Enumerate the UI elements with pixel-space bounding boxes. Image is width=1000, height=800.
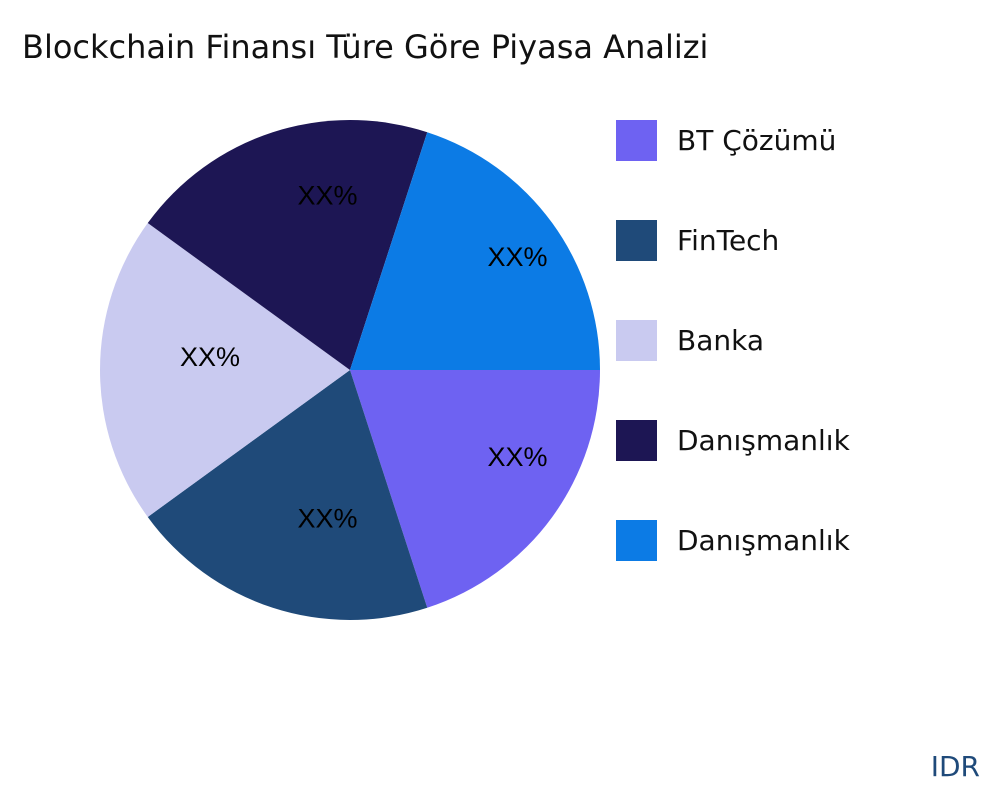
legend-label: FinTech <box>677 224 780 257</box>
pie-slice <box>147 120 428 370</box>
pie-slice <box>147 370 428 620</box>
legend-item: Danışmanlık <box>616 420 850 461</box>
pie-slice <box>100 223 350 517</box>
footer-brand: IDR <box>930 750 980 783</box>
slice-data-label: XX% <box>488 242 548 272</box>
legend-swatch <box>616 320 657 361</box>
legend-swatch <box>616 420 657 461</box>
legend-item: BT Çözümü <box>616 120 836 161</box>
legend-label: Banka <box>677 324 764 357</box>
legend-swatch <box>616 120 657 161</box>
slice-data-label: XX% <box>180 342 240 372</box>
legend-swatch <box>616 520 657 561</box>
slice-data-label: XX% <box>297 180 357 210</box>
legend-item: FinTech <box>616 220 779 261</box>
legend-label: BT Çözümü <box>677 124 837 157</box>
legend-label: Danışmanlık <box>677 524 850 557</box>
chart-title: Blockchain Finansı Türe Göre Piyasa Anal… <box>22 28 709 66</box>
slice-data-label: XX% <box>297 504 357 534</box>
legend-swatch <box>616 220 657 261</box>
legend-item: Banka <box>616 320 764 361</box>
legend-label: Danışmanlık <box>677 424 850 457</box>
pie-slice <box>350 132 600 370</box>
pie-slice <box>350 370 600 608</box>
legend-item: Danışmanlık <box>616 520 850 561</box>
slice-data-label: XX% <box>488 442 548 472</box>
